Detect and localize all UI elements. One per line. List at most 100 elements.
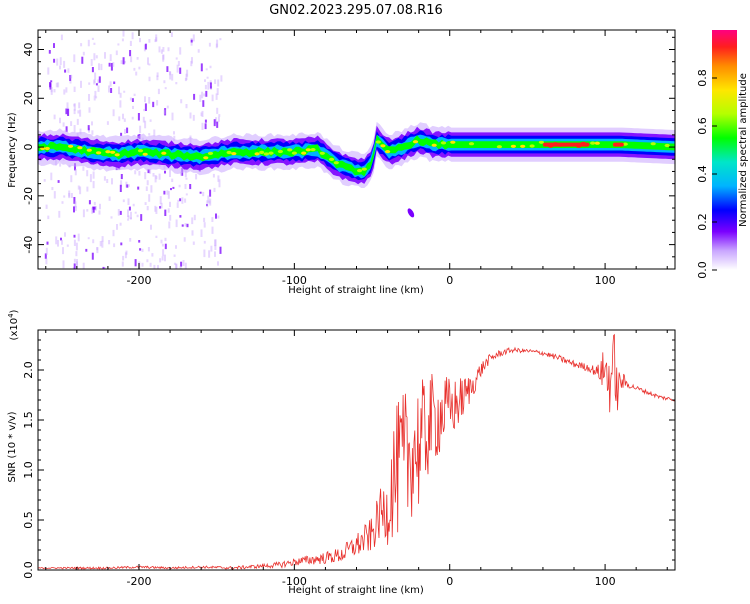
noise-speck [127,198,130,205]
noise-speck [119,100,122,108]
noise-speck [90,59,93,66]
noise-speck [47,67,50,75]
noise-speck [106,179,109,183]
noise-speck [214,239,217,246]
noise-speck [158,46,161,53]
noise-speck [73,263,76,269]
noise-speck [91,207,94,214]
spectrogram-ylabel: Frequency (Hz) [7,112,18,188]
noise-speck [62,122,65,127]
noise-speck [47,215,50,220]
noise-speck [164,254,166,262]
noise-speck [94,72,97,81]
noise-speck [134,259,137,267]
noise-speck [96,247,99,251]
noise-speck [171,112,174,121]
noise-speck [87,39,90,47]
noise-speck [129,97,132,101]
noise-speck [167,208,170,213]
noise-speck [183,237,186,242]
noise-speck [191,230,194,236]
noise-speck [175,264,178,269]
noise-speck [181,224,184,227]
noise-speck [131,116,134,120]
noise-speck [102,266,105,269]
isolated-spot [407,208,415,218]
noise-speck [53,58,56,63]
noise-speck [86,209,89,212]
noise-speck [59,57,62,66]
spectral-blob [622,142,628,146]
x-tick-label: 0 [446,274,453,287]
noise-speck [135,71,138,76]
noise-speck [69,80,72,84]
snr-series-line [38,333,675,570]
high-amplitude-segment [542,142,590,147]
noise-speck [184,184,187,189]
noise-speck [50,80,53,83]
noise-speck [128,206,131,211]
noise-speck [184,77,187,82]
noise-speck [120,132,123,136]
noise-speck [70,74,73,79]
noise-speck [170,188,172,191]
noise-speck [91,130,94,135]
noise-speck [152,173,155,177]
noise-speck [55,82,58,88]
spectral-blob [207,151,214,155]
noise-speck [48,50,51,54]
noise-speck [144,202,147,205]
spectral-blob [44,146,50,151]
noise-speck [169,71,171,76]
noise-speck [53,89,56,93]
x-tick-label: -100 [282,575,307,588]
noise-speck [163,80,166,84]
spectral-blob [357,169,363,173]
noise-speck [65,87,68,93]
noise-speck [65,108,68,115]
noise-speck [215,93,218,100]
noise-speck [85,248,88,252]
spectral-blob [333,161,339,165]
noise-speck [123,118,126,122]
noise-speck [127,218,130,221]
noise-speck [95,55,98,59]
noise-speck [211,217,214,222]
noise-speck [62,260,65,269]
noise-speck [93,79,96,85]
noise-speck [209,189,212,197]
spectral-blob [510,144,516,148]
noise-speck [78,102,81,109]
colorbar-tick-label: 0.6 [696,117,709,135]
noise-speck [63,195,66,198]
noise-speck [145,186,148,191]
noise-speck [213,119,216,127]
noise-speck [211,94,214,102]
noise-speck [91,67,94,73]
noise-speck [133,67,136,71]
noise-speck [79,186,82,195]
noise-speck [201,110,204,117]
noise-speck [127,209,129,217]
noise-speck [208,42,211,47]
noise-speck [119,222,122,226]
noise-speck [45,258,48,265]
noise-speck [166,105,169,109]
noise-speck [179,67,182,74]
y-tick-label: -20 [22,187,35,205]
noise-speck [204,123,207,130]
noise-speck [156,75,159,81]
noise-speck [195,173,198,180]
noise-speck [82,51,85,56]
colorbar-gradient [712,30,737,270]
noise-speck [117,43,120,46]
noise-speck [129,40,132,46]
noise-speck [94,206,97,211]
noise-speck [203,217,206,223]
noise-speck [149,169,152,174]
noise-speck [82,209,85,218]
noise-speck [164,209,167,216]
noise-speck [124,129,126,134]
noise-speck [192,241,195,245]
noise-speck [173,135,176,141]
